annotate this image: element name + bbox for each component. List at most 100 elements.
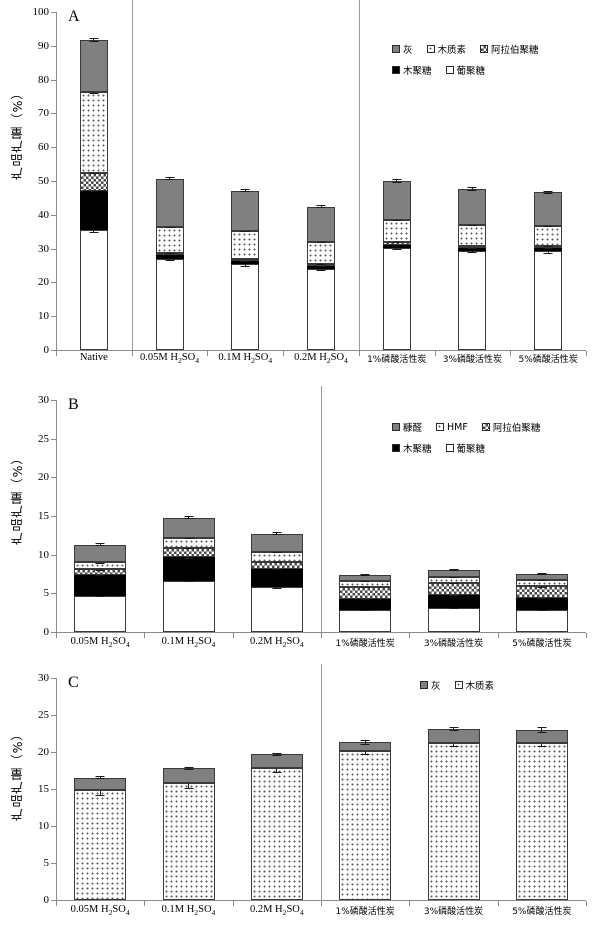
group-divider: [131, 0, 133, 350]
error-bar: [543, 190, 553, 195]
bar-c-5: [515, 678, 568, 900]
group-divider: [358, 0, 360, 350]
bar-segment-arabinan: [162, 547, 215, 557]
bar-c-0: [74, 678, 127, 900]
legend-a: 灰 木质素 阿拉伯聚糖 木聚糖 葡聚糖: [392, 42, 553, 84]
legend-item-arabinan: 阿拉伯聚糖: [480, 42, 539, 56]
y-tick: [51, 516, 56, 517]
x-category-label: 0.2M H2SO4: [249, 636, 304, 650]
error-bar: [95, 543, 105, 547]
legend-row: 糠醛 HMF 阿拉伯聚糖: [392, 420, 554, 434]
y-tick: [51, 316, 56, 318]
y-tick: [51, 12, 56, 13]
y-axis-b: 0 5 10 15 20 25 30: [38, 394, 57, 638]
x-category-label: 0.1M H2SO4: [218, 352, 273, 366]
x-tick: [321, 633, 322, 638]
x-category-label: 1%磷酸活性炭: [367, 355, 427, 365]
plot-area-a: 0 10 20 30 40 50 60 70 80 90 100: [33, 6, 587, 356]
y-tick-label: 50: [38, 175, 49, 187]
panel-a: 0 10 20 30 40 50 60 70 80 90 100 产品产量（%） A Native 0.05…: [0, 0, 600, 392]
legend-item-lignin: 木质素: [454, 678, 494, 692]
x-category-label: 0.2M H2SO4: [294, 352, 348, 366]
y-tick: [51, 477, 56, 479]
bar-segment-ash: [162, 768, 215, 784]
plot-area-c: 0 5 10 15 20 25 30: [38, 672, 587, 906]
y-tick: [51, 752, 56, 753]
plot-area-b: 0 5 10 15 20 25 30: [38, 394, 587, 638]
x-category-label: 0.05M H2SO4: [70, 904, 130, 918]
x-category-label: 3%磷酸活性炭: [423, 907, 484, 917]
bar-segment-xylan: [339, 598, 392, 610]
legend-item-ash: 灰: [420, 678, 441, 692]
legend-label: 木聚糖: [403, 444, 432, 455]
legend-label: 葡聚糖: [456, 444, 486, 455]
legend-label: 葡聚糖: [456, 66, 486, 77]
y-tick: [51, 400, 56, 401]
legend-label: 灰: [403, 45, 413, 56]
y-tick: [51, 438, 56, 440]
x-category-label: 5%磷酸活性炭: [512, 639, 572, 649]
x-axis-c: [56, 900, 587, 906]
x-tick: [358, 351, 360, 356]
x-category-label: Native: [79, 352, 108, 363]
bar-segment-glucan: [515, 609, 568, 632]
y-tick-label: 40: [38, 208, 49, 221]
error-bar: [165, 176, 175, 181]
x-category-label: 0.05M H2SO4: [70, 636, 130, 650]
x-tick: [56, 633, 57, 638]
x-tick: [321, 901, 322, 906]
legend-item-xylan: 木聚糖: [392, 441, 432, 455]
legend-swatch-xylan: [392, 66, 400, 74]
error-bar: [240, 189, 250, 193]
bar-segment-lignin: [382, 219, 411, 243]
bar-segment-xylan: [427, 594, 480, 609]
bar-segment-lignin: [515, 743, 568, 900]
bar-segment-furfural: [162, 517, 215, 538]
y-tick: [51, 632, 56, 633]
bar-segment-glucan: [162, 580, 215, 632]
x-tick: [232, 901, 234, 906]
bar-segment-xylan: [162, 556, 215, 581]
bar-segment-glucan: [339, 609, 392, 632]
y-axis-c: 0 5 10 15 20 25 30: [38, 672, 57, 906]
bar-c-2: [250, 678, 303, 900]
bar-segment-hmf: [515, 580, 568, 587]
y-tick-label: 20: [38, 746, 49, 758]
x-category-label: 0.2M H2SO4: [249, 904, 304, 918]
y-tick-label: 0: [43, 894, 50, 906]
legend-b: 糠醛 HMF 阿拉伯聚糖木聚糖 葡聚糖: [392, 420, 554, 462]
legend-item-glucan: 葡聚糖: [445, 441, 486, 455]
y-tick: [51, 282, 56, 284]
legend-label: 木质素: [437, 45, 467, 56]
bar-c-1: [162, 678, 215, 900]
legend-swatch-glucan: [445, 66, 454, 74]
bar-segment-ash: [79, 40, 108, 92]
bar-segment-glucan: [307, 268, 335, 350]
y-tick-label: 70: [38, 107, 49, 120]
legend-label: 糠醛: [403, 423, 423, 434]
x-category-label: 1%磷酸活性炭: [335, 639, 395, 649]
error-bar: [184, 766, 193, 770]
bar-segment-arabinan: [79, 172, 108, 192]
y-tick-label: 15: [38, 783, 49, 795]
bar-c-4: [427, 678, 480, 900]
bar-segment-furfural: [515, 574, 568, 581]
legend-item-lignin: 木质素: [426, 42, 467, 56]
y-tick: [51, 715, 56, 716]
error-bar: [449, 569, 458, 571]
bar-segment-xylan: [79, 191, 108, 230]
x-tick: [56, 901, 57, 906]
bar-segment-arabinan: [515, 586, 568, 598]
bar-segment-hmf: [250, 551, 303, 562]
legend-label: 灰: [431, 681, 441, 692]
bar-segment-glucan: [155, 258, 184, 350]
y-tick-label: 30: [38, 394, 49, 406]
group-divider: [321, 386, 322, 632]
bar-segment-glucan: [231, 264, 260, 350]
y-tick: [51, 113, 56, 115]
panel-letter-c: C: [68, 674, 79, 691]
y-tick: [51, 789, 56, 790]
bar-segment-lignin: [250, 767, 303, 900]
figure-root: 0 10 20 30 40 50 60 70 80 90 100 产品产量（%） A Native 0.05…: [0, 0, 600, 918]
y-axis-a: 0 10 20 30 40 50 60 70 80 90 100: [33, 6, 57, 356]
